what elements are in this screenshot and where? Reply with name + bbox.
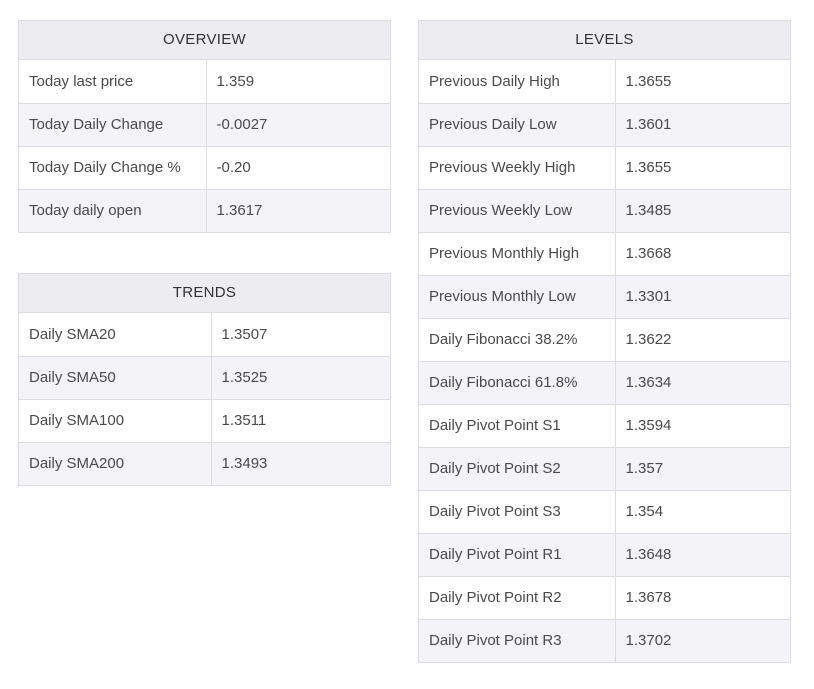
row-value: 1.3634 <box>614 360 790 404</box>
table-row: Daily Pivot Point S1 1.3594 <box>419 403 790 447</box>
row-label: Today last price <box>19 60 206 103</box>
row-label: Daily SMA200 <box>19 441 211 485</box>
table-row: Today last price 1.359 <box>19 60 390 103</box>
row-value: 1.3601 <box>614 102 790 146</box>
row-value: 1.3511 <box>210 398 390 442</box>
table-row: Previous Weekly Low 1.3485 <box>419 188 790 232</box>
row-value: 1.3622 <box>614 317 790 361</box>
table-row: Daily Pivot Point S3 1.354 <box>419 489 790 533</box>
row-label: Daily Fibonacci 61.8% <box>419 360 615 404</box>
row-value: 1.3678 <box>614 575 790 619</box>
row-label: Daily Pivot Point S1 <box>419 403 615 447</box>
row-label: Today Daily Change <box>19 102 206 146</box>
row-value: 1.359 <box>205 60 390 103</box>
row-label: Previous Daily Low <box>419 102 615 146</box>
row-value: 1.3301 <box>614 274 790 318</box>
row-value: -0.20 <box>205 145 390 189</box>
levels-grid: Previous Daily High 1.3655 Previous Dail… <box>419 60 790 662</box>
row-label: Previous Weekly High <box>419 145 615 189</box>
overview-grid: Today last price 1.359 Today Daily Chang… <box>19 60 390 232</box>
table-row: Daily SMA50 1.3525 <box>19 355 390 399</box>
row-label: Today Daily Change % <box>19 145 206 189</box>
row-value: 1.354 <box>614 489 790 533</box>
overview-header: OVERVIEW <box>19 21 390 60</box>
table-row: Daily SMA100 1.3511 <box>19 398 390 442</box>
row-value: -0.0027 <box>205 102 390 146</box>
table-row: Today Daily Change % -0.20 <box>19 145 390 189</box>
row-label: Daily Pivot Point R3 <box>419 618 615 662</box>
row-label: Previous Monthly High <box>419 231 615 275</box>
row-label: Today daily open <box>19 188 206 232</box>
table-row: Previous Daily High 1.3655 <box>419 60 790 103</box>
levels-table: LEVELS Previous Daily High 1.3655 Previo… <box>418 20 791 663</box>
row-value: 1.3655 <box>614 60 790 103</box>
row-value: 1.357 <box>614 446 790 490</box>
row-value: 1.3493 <box>210 441 390 485</box>
row-label: Previous Weekly Low <box>419 188 615 232</box>
table-row: Previous Weekly High 1.3655 <box>419 145 790 189</box>
table-row: Daily SMA20 1.3507 <box>19 313 390 356</box>
table-row: Previous Monthly High 1.3668 <box>419 231 790 275</box>
table-row: Daily SMA200 1.3493 <box>19 441 390 485</box>
row-value: 1.3702 <box>614 618 790 662</box>
table-row: Previous Monthly Low 1.3301 <box>419 274 790 318</box>
row-value: 1.3648 <box>614 532 790 576</box>
row-value: 1.3655 <box>614 145 790 189</box>
table-row: Daily Pivot Point R2 1.3678 <box>419 575 790 619</box>
row-value: 1.3507 <box>210 313 390 356</box>
row-value: 1.3617 <box>205 188 390 232</box>
table-row: Daily Fibonacci 38.2% 1.3622 <box>419 317 790 361</box>
table-row: Daily Pivot Point S2 1.357 <box>419 446 790 490</box>
row-value: 1.3594 <box>614 403 790 447</box>
trends-header: TRENDS <box>19 274 390 313</box>
table-row: Previous Daily Low 1.3601 <box>419 102 790 146</box>
table-row: Daily Pivot Point R1 1.3648 <box>419 532 790 576</box>
row-label: Daily Pivot Point R1 <box>419 532 615 576</box>
row-label: Previous Daily High <box>419 60 615 103</box>
table-row: Daily Fibonacci 61.8% 1.3634 <box>419 360 790 404</box>
row-label: Daily Pivot Point S3 <box>419 489 615 533</box>
table-row: Daily Pivot Point R3 1.3702 <box>419 618 790 662</box>
row-label: Daily SMA100 <box>19 398 211 442</box>
row-label: Daily Fibonacci 38.2% <box>419 317 615 361</box>
overview-table: OVERVIEW Today last price 1.359 Today Da… <box>18 20 391 233</box>
trends-grid: Daily SMA20 1.3507 Daily SMA50 1.3525 Da… <box>19 313 390 485</box>
row-label: Daily Pivot Point R2 <box>419 575 615 619</box>
row-value: 1.3525 <box>210 355 390 399</box>
row-value: 1.3485 <box>614 188 790 232</box>
row-label: Previous Monthly Low <box>419 274 615 318</box>
table-row: Today Daily Change -0.0027 <box>19 102 390 146</box>
row-label: Daily Pivot Point S2 <box>419 446 615 490</box>
row-value: 1.3668 <box>614 231 790 275</box>
trends-table: TRENDS Daily SMA20 1.3507 Daily SMA50 1.… <box>18 273 391 486</box>
row-label: Daily SMA50 <box>19 355 211 399</box>
row-label: Daily SMA20 <box>19 313 211 356</box>
levels-header: LEVELS <box>419 21 790 60</box>
table-row: Today daily open 1.3617 <box>19 188 390 232</box>
